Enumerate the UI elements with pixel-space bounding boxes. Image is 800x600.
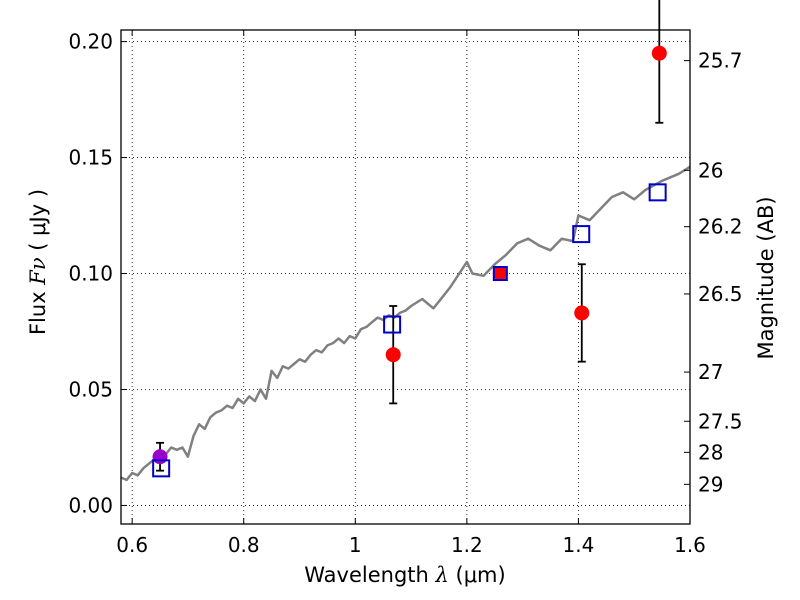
plot-background (121, 30, 690, 524)
x-tick-label: 1 (349, 533, 362, 557)
plot-frame (120, 29, 691, 525)
model-band-square (152, 459, 171, 478)
observed-point (385, 347, 401, 363)
x-axis-ticks: 0.6 0.8 1 1.2 1.4 1.6 (116, 30, 706, 557)
x-tick-label: 1.4 (563, 533, 595, 557)
magnitude-tick-label: 25.7 (698, 49, 743, 73)
observed-point (574, 305, 590, 321)
y-axis-ticks: 0.00 0.05 0.10 0.15 0.20 (68, 30, 127, 517)
model-band-square (572, 225, 591, 244)
magnitude-tick-label: 28 (698, 440, 723, 464)
model-band-square (492, 266, 508, 282)
y-tick-label: 0.15 (68, 146, 113, 170)
magnitude-tick-label: 26 (698, 158, 723, 182)
y-tick-label: 0.00 (68, 493, 113, 517)
observed-point (152, 449, 168, 465)
y-tick-label: 0.05 (68, 377, 113, 401)
model-band-square (648, 183, 667, 202)
model-band-square (383, 315, 402, 334)
grid-lines (121, 30, 691, 524)
magnitude-tick-label: 27.5 (698, 409, 743, 433)
right-axis-label: Magnitude (AB) (754, 196, 778, 359)
magnitude-tick-label: 29 (698, 472, 723, 496)
x-axis-label: Wavelength λ (μm) (304, 563, 505, 587)
observed-point (492, 266, 508, 282)
model-spectrum-line (120, 165, 691, 482)
magnitude-tick-label: 26.2 (698, 215, 743, 239)
x-tick-label: 0.6 (116, 533, 148, 557)
x-tick-label: 0.8 (228, 533, 260, 557)
x-tick-label: 1.2 (451, 533, 483, 557)
y-axis-label: Flux Fν ( μJy ) (26, 189, 50, 335)
model-spectrum (120, 165, 691, 482)
magnitude-tick-label: 26.5 (698, 282, 743, 306)
observed-point (651, 45, 667, 61)
right-axis-ticks: 25.7 26 26.2 26.5 27 27.5 28 29 (684, 49, 743, 496)
model-band-squares (152, 183, 667, 478)
y-tick-label: 0.20 (68, 30, 113, 54)
x-tick-label: 1.6 (674, 533, 706, 557)
magnitude-tick-label: 27 (698, 360, 723, 384)
y-tick-label: 0.10 (68, 262, 113, 286)
